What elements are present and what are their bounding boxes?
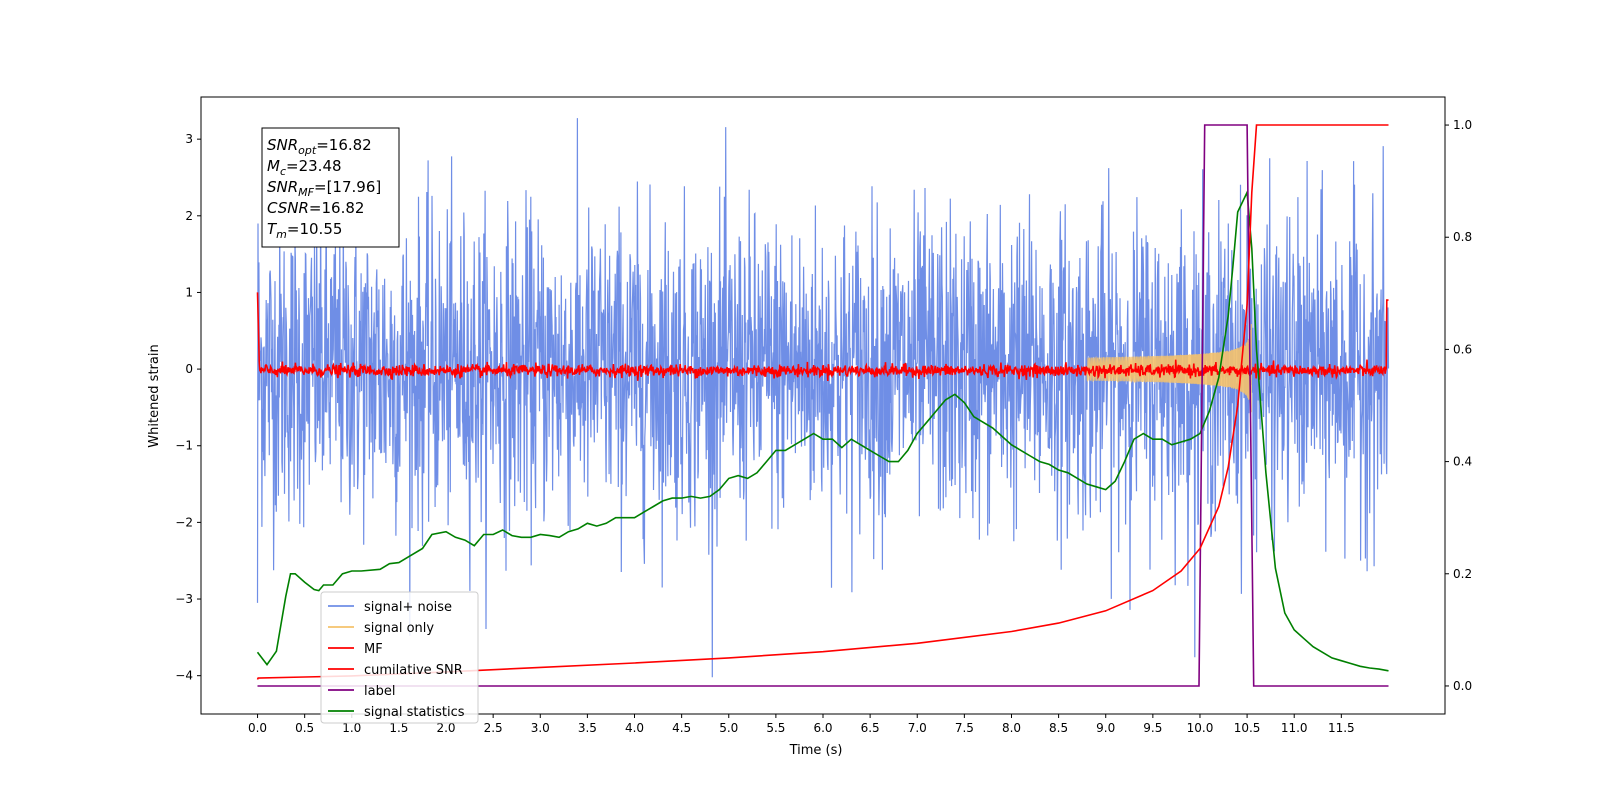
x-tick-label: 11.5 <box>1328 721 1355 735</box>
x-tick-label: 11.0 <box>1281 721 1308 735</box>
annotation-symbol: CSNR <box>267 199 309 217</box>
x-tick-label: 3.5 <box>578 721 597 735</box>
x-tick-label: 1.5 <box>389 721 408 735</box>
series-signal-statistics-line <box>256 189 1389 672</box>
x-tick-label: 2.5 <box>484 721 503 735</box>
x-tick-label: 9.5 <box>1143 721 1162 735</box>
annotation-line: SNRMF=[17.96] <box>267 178 381 199</box>
annotation-value: =23.48 <box>286 157 342 175</box>
annotation-subscript: c <box>280 165 286 178</box>
x-tick-label: 8.5 <box>1049 721 1068 735</box>
x-tick-label: 10.5 <box>1234 721 1261 735</box>
y-tick-label: 0 <box>185 362 193 376</box>
annotation-subscript: MF <box>298 186 314 199</box>
x-tick-label: 7.0 <box>908 721 927 735</box>
legend-label: signal statistics <box>364 705 465 720</box>
x-tick-label: 9.0 <box>1096 721 1115 735</box>
y2-tick-label: 0.6 <box>1453 342 1472 356</box>
annotation-box: SNRopt=16.82Mc=23.48SNRMF=[17.96]CSNR=16… <box>261 127 400 248</box>
y2-tick-label: 1.0 <box>1453 118 1472 132</box>
ticks-layer: 0.0 0.5 1.0 1.5 2.0 2.5 3.0 3.5 4.0 4.5 5.0 5.5 6.0 6… <box>175 118 1472 735</box>
y-tick-label: −3 <box>175 592 193 606</box>
y2-tick-label: 0.2 <box>1453 567 1472 581</box>
x-tick-label: 1.0 <box>342 721 361 735</box>
annotation-symbol: M <box>267 157 280 175</box>
y-axis-label: Whitened strain <box>147 344 162 447</box>
annotation-value: =16.82 <box>316 136 372 154</box>
legend-label: MF <box>364 642 383 657</box>
series-label-line <box>257 124 1389 687</box>
y-tick-label: 1 <box>185 285 193 299</box>
x-axis-label: Time (s) <box>789 743 843 758</box>
legend-frame <box>320 591 479 724</box>
y-tick-label: 2 <box>185 209 193 223</box>
y-tick-label: −1 <box>175 439 193 453</box>
series-signal-only-line <box>1086 324 1252 413</box>
legend-label: cumilative SNR <box>364 663 463 678</box>
annotation-value: =10.55 <box>287 220 343 238</box>
annotation-line: CSNR=16.82 <box>267 199 364 217</box>
legend-label: signal+ noise <box>364 600 452 615</box>
legend-label: label <box>364 684 395 699</box>
x-tick-label: 10.0 <box>1187 721 1214 735</box>
annotation-value: =[17.96] <box>314 178 381 196</box>
x-tick-label: 0.5 <box>295 721 314 735</box>
y2-tick-label: 0.8 <box>1453 230 1472 244</box>
legend-label: signal only <box>364 621 434 636</box>
annotation-value: =16.82 <box>309 199 365 217</box>
x-tick-label: 6.0 <box>813 721 832 735</box>
x-tick-label: 5.5 <box>766 721 785 735</box>
annotation-symbol: T <box>267 220 278 238</box>
annotation-symbol: SNR <box>267 136 298 154</box>
x-tick-label: 4.5 <box>672 721 691 735</box>
x-tick-label: 4.0 <box>625 721 644 735</box>
annotation-subscript: m <box>276 228 287 241</box>
y2-tick-label: 0.0 <box>1453 679 1472 693</box>
annotation-subscript: opt <box>298 144 317 157</box>
x-tick-label: 0.0 <box>248 721 267 735</box>
annotation-line: SNRopt=16.82 <box>267 136 372 157</box>
x-tick-label: 6.5 <box>861 721 880 735</box>
x-tick-label: 7.5 <box>955 721 974 735</box>
y2-tick-label: 0.4 <box>1453 455 1472 469</box>
x-tick-label: 8.0 <box>1002 721 1021 735</box>
series-mf-line <box>256 292 1389 382</box>
annotation-symbol: SNR <box>267 178 298 196</box>
annotation-line: Tm=10.55 <box>267 220 342 241</box>
y-tick-label: 3 <box>185 132 193 146</box>
annotation-frame <box>261 127 400 248</box>
legend: signal+ noise signal only MF cumilative SNR… <box>320 591 479 724</box>
annotation-line: Mc=23.48 <box>267 157 342 178</box>
x-tick-label: 5.0 <box>719 721 738 735</box>
x-tick-label: 3.0 <box>531 721 550 735</box>
y-tick-label: −2 <box>175 515 193 529</box>
y-tick-label: −4 <box>175 669 193 683</box>
x-tick-label: 2.0 <box>436 721 455 735</box>
